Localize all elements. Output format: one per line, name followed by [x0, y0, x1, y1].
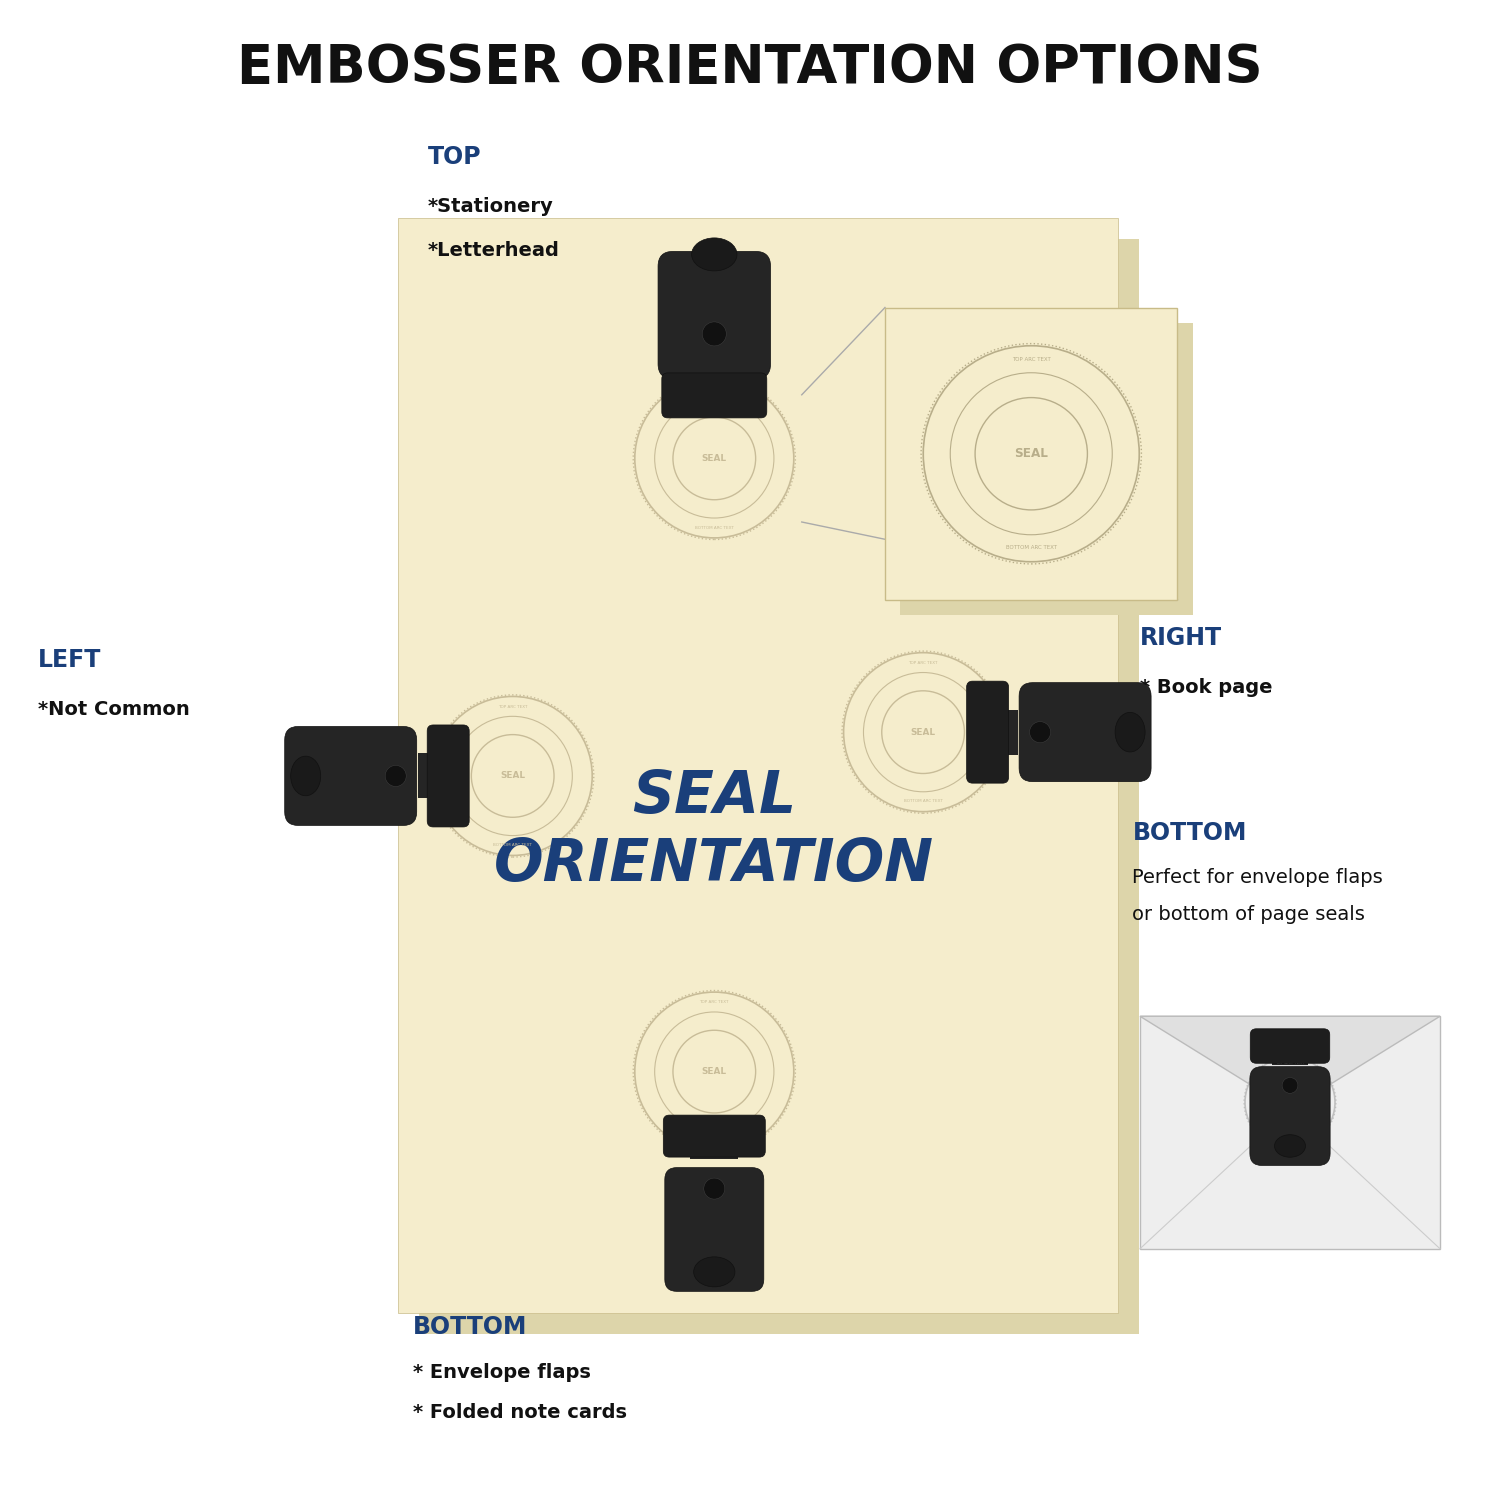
FancyBboxPatch shape — [994, 710, 1017, 754]
Text: TOP ARC TEXT: TOP ARC TEXT — [699, 1000, 729, 1005]
Text: SEAL: SEAL — [910, 728, 936, 736]
Text: TOP ARC TEXT: TOP ARC TEXT — [699, 387, 729, 392]
FancyBboxPatch shape — [658, 252, 771, 380]
Text: TOP ARC TEXT: TOP ARC TEXT — [498, 705, 528, 710]
Text: EMBOSSER ORIENTATION OPTIONS: EMBOSSER ORIENTATION OPTIONS — [237, 42, 1263, 93]
FancyBboxPatch shape — [1140, 1017, 1440, 1248]
Text: TOP: TOP — [427, 146, 482, 170]
Text: SEAL: SEAL — [1280, 1100, 1299, 1106]
Ellipse shape — [1114, 712, 1144, 752]
Ellipse shape — [291, 756, 321, 795]
Circle shape — [1282, 1077, 1298, 1094]
Text: BOTTOM ARC TEXT: BOTTOM ARC TEXT — [903, 800, 942, 804]
Circle shape — [386, 765, 406, 786]
FancyBboxPatch shape — [690, 1143, 738, 1158]
FancyBboxPatch shape — [1251, 1029, 1329, 1063]
Text: BOTTOM ARC TEXT: BOTTOM ARC TEXT — [694, 1138, 734, 1143]
Text: BOTTOM ARC TEXT: BOTTOM ARC TEXT — [1005, 544, 1056, 550]
Text: SEAL: SEAL — [500, 771, 525, 780]
Circle shape — [1029, 722, 1050, 742]
Text: TOP ARC TEXT: TOP ARC TEXT — [1275, 1060, 1305, 1065]
Text: TOP ARC TEXT: TOP ARC TEXT — [909, 662, 938, 664]
Text: RIGHT: RIGHT — [1140, 626, 1222, 650]
Ellipse shape — [1275, 1134, 1305, 1156]
FancyBboxPatch shape — [662, 374, 766, 419]
FancyBboxPatch shape — [885, 308, 1178, 600]
Text: or bottom of page seals: or bottom of page seals — [1132, 906, 1365, 924]
Text: BOTTOM ARC TEXT: BOTTOM ARC TEXT — [494, 843, 532, 848]
Text: * Book page: * Book page — [1140, 678, 1272, 696]
FancyBboxPatch shape — [285, 726, 417, 825]
Text: SEAL
ORIENTATION: SEAL ORIENTATION — [494, 768, 934, 894]
FancyBboxPatch shape — [663, 1114, 765, 1156]
Text: * Folded note cards: * Folded note cards — [413, 1404, 627, 1422]
Ellipse shape — [692, 238, 736, 272]
FancyBboxPatch shape — [419, 238, 1138, 1334]
Text: *Stationery: *Stationery — [427, 198, 554, 216]
Text: LEFT: LEFT — [38, 648, 100, 672]
FancyBboxPatch shape — [900, 322, 1192, 615]
Text: BOTTOM ARC TEXT: BOTTOM ARC TEXT — [694, 525, 734, 530]
FancyBboxPatch shape — [664, 1167, 764, 1292]
FancyBboxPatch shape — [398, 217, 1118, 1312]
FancyBboxPatch shape — [419, 753, 441, 798]
Text: * Envelope flaps: * Envelope flaps — [413, 1364, 591, 1382]
Text: *Letterhead: *Letterhead — [427, 242, 560, 260]
Text: BOTTOM: BOTTOM — [1132, 821, 1246, 844]
FancyBboxPatch shape — [1272, 1050, 1308, 1065]
Ellipse shape — [693, 1257, 735, 1287]
FancyBboxPatch shape — [1250, 1066, 1330, 1166]
Text: TOP ARC TEXT: TOP ARC TEXT — [1013, 357, 1050, 363]
Text: BOTTOM ARC TEXT: BOTTOM ARC TEXT — [1270, 1140, 1310, 1143]
Text: BOTTOM: BOTTOM — [413, 1316, 526, 1340]
Text: SEAL: SEAL — [1014, 447, 1048, 460]
Polygon shape — [1140, 1017, 1440, 1110]
Text: Perfect for envelope flaps: Perfect for envelope flaps — [1132, 868, 1383, 886]
FancyBboxPatch shape — [1019, 682, 1150, 782]
FancyBboxPatch shape — [966, 681, 1008, 783]
Text: SEAL: SEAL — [702, 454, 727, 464]
Circle shape — [704, 1178, 724, 1198]
FancyBboxPatch shape — [427, 724, 470, 827]
Circle shape — [702, 322, 726, 346]
Text: SEAL: SEAL — [702, 1066, 727, 1076]
Text: *Not Common: *Not Common — [38, 700, 189, 718]
FancyBboxPatch shape — [687, 360, 741, 382]
